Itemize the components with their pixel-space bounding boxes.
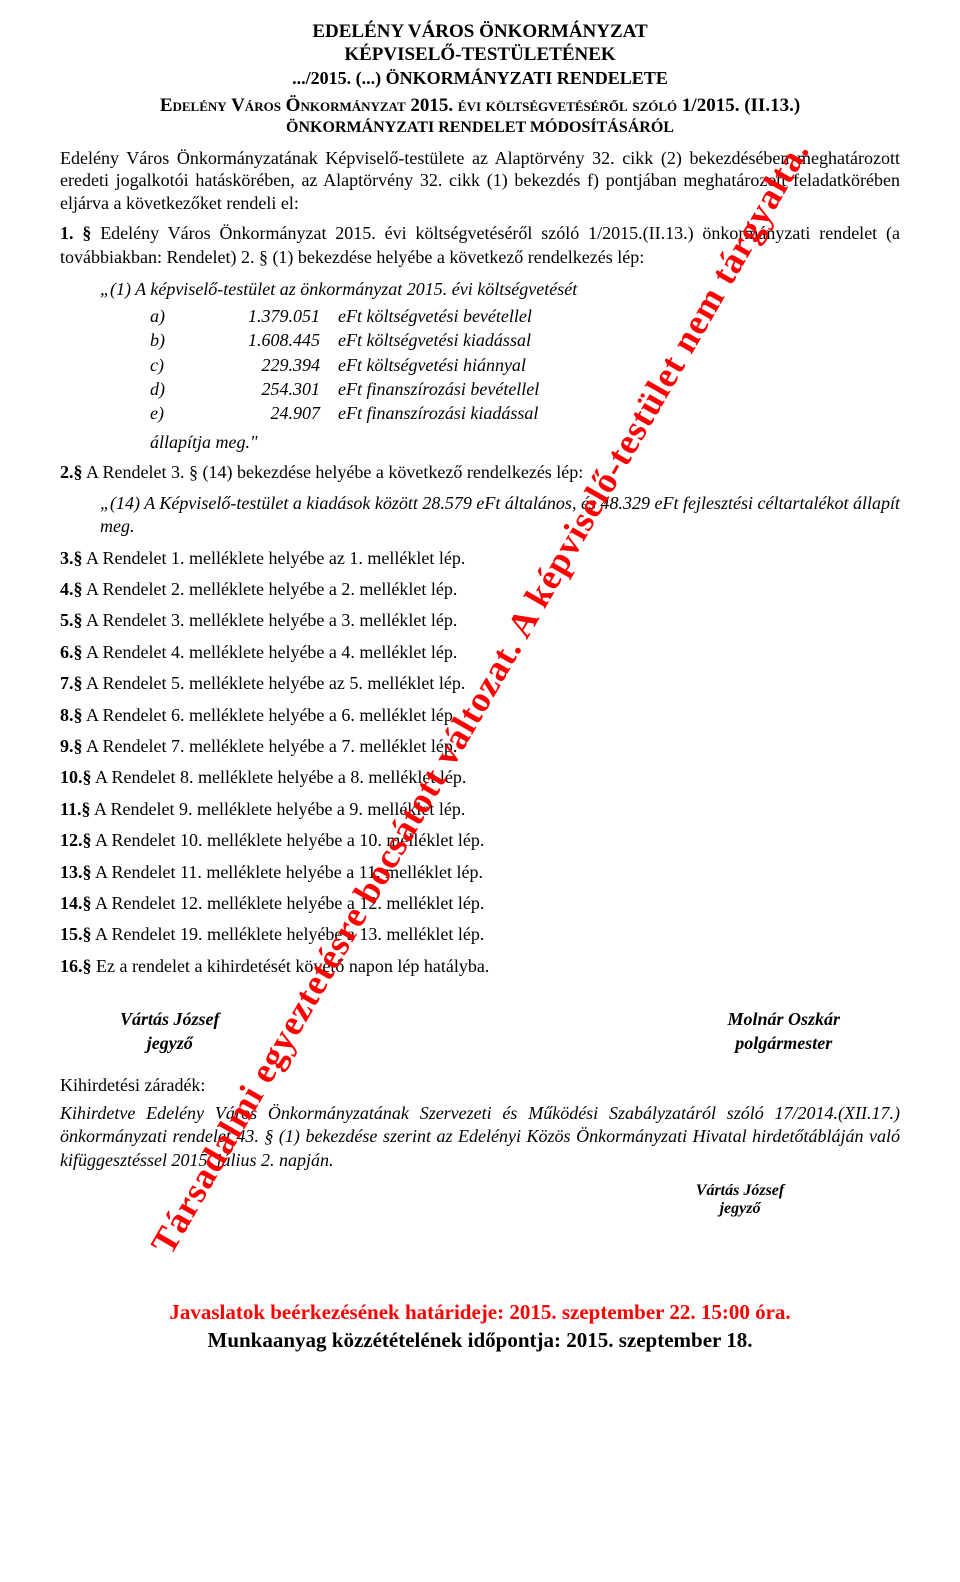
- zaradek-heading: Kihirdetési záradék:: [60, 1075, 900, 1096]
- zaradek-signature: Vártás József jegyző: [60, 1182, 900, 1218]
- signature-row: Vártás József jegyző Molnár Oszkár polgá…: [60, 1008, 900, 1055]
- section-line: 4.§ A Rendelet 2. melléklete helyébe a 2…: [60, 578, 900, 601]
- regulation-subtitle: Edelény Város Önkormányzat 2015. évi köl…: [60, 95, 900, 117]
- budget-row-label: d): [150, 377, 200, 401]
- budget-row-label: b): [150, 328, 200, 352]
- budget-row-amount: 24.907: [200, 401, 338, 425]
- section-line: 11.§ A Rendelet 9. melléklete helyébe a …: [60, 798, 900, 821]
- budget-row-amount: 1.608.445: [200, 328, 338, 352]
- budget-row: e)24.907eFt finanszírozási kiadással: [150, 401, 900, 425]
- section-1-close: állapítja meg.": [150, 432, 900, 453]
- budget-row-amount: 1.379.051: [200, 304, 338, 328]
- budget-row: a)1.379.051eFt költségvetési bevétellel: [150, 304, 900, 328]
- footer-line-2: Munkaanyag közzétételének időpontja: 201…: [60, 1326, 900, 1354]
- signature-left: Vártás József jegyző: [120, 1008, 220, 1055]
- section-line: 13.§ A Rendelet 11. melléklete helyébe a…: [60, 861, 900, 884]
- section-2-lead: 2.§ A Rendelet 3. § (14) bekezdése helyé…: [60, 461, 900, 484]
- section-line: 3.§ A Rendelet 1. melléklete helyébe az …: [60, 547, 900, 570]
- budget-row: c)229.394eFt költségvetési hiánnyal: [150, 353, 900, 377]
- section-line: 7.§ A Rendelet 5. melléklete helyébe az …: [60, 672, 900, 695]
- budget-row-label: a): [150, 304, 200, 328]
- zaradek-body: Kihirdetve Edelény Város Önkormányzatána…: [60, 1102, 900, 1172]
- section-line: 10.§ A Rendelet 8. melléklete helyébe a …: [60, 766, 900, 789]
- budget-row-amount: 229.394: [200, 353, 338, 377]
- budget-row-label: e): [150, 401, 200, 425]
- budget-row-desc: eFt finanszírozási kiadással: [338, 401, 900, 425]
- section-line: 12.§ A Rendelet 10. melléklete helyébe a…: [60, 829, 900, 852]
- section-line: 9.§ A Rendelet 7. melléklete helyébe a 7…: [60, 735, 900, 758]
- signer-name-left: Vártás József: [120, 1008, 220, 1031]
- zaradek-signer-title: jegyző: [660, 1200, 820, 1218]
- budget-row: b)1.608.445eFt költségvetési kiadással: [150, 328, 900, 352]
- footer-line-1: Javaslatok beérkezésének határideje: 201…: [60, 1298, 900, 1326]
- budget-row-desc: eFt költségvetési kiadással: [338, 328, 900, 352]
- signer-title-left: jegyző: [120, 1032, 220, 1055]
- section-1-quote-intro: „(1) A képviselő-testület az önkormányza…: [100, 279, 900, 300]
- zaradek-signer-name: Vártás József: [660, 1182, 820, 1200]
- budget-row-desc: eFt költségvetési hiánnyal: [338, 353, 900, 377]
- budget-row: d)254.301eFt finanszírozási bevétellel: [150, 377, 900, 401]
- document-content: EDELÉNY VÁROS ÖNKORMÁNYZAT KÉPVISELŐ-TES…: [60, 20, 900, 1355]
- footer-block: Javaslatok beérkezésének határideje: 201…: [60, 1298, 900, 1355]
- budget-row-amount: 254.301: [200, 377, 338, 401]
- budget-row-label: c): [150, 353, 200, 377]
- signer-name-right: Molnár Oszkár: [727, 1008, 840, 1031]
- document-page: Társadalmi egyeztetésre bocsátott változ…: [0, 0, 960, 1395]
- budget-row-desc: eFt költségvetési bevétellel: [338, 304, 900, 328]
- section-line: 15.§ A Rendelet 19. melléklete helyébe a…: [60, 923, 900, 946]
- signature-right: Molnár Oszkár polgármester: [727, 1008, 840, 1055]
- section-line: 6.§ A Rendelet 4. melléklete helyébe a 4…: [60, 641, 900, 664]
- signer-title-right: polgármester: [727, 1032, 840, 1055]
- section-1-lead: 1. § 1. § Edelény Város Önkormányzat 201…: [60, 222, 900, 269]
- header-line-1: EDELÉNY VÁROS ÖNKORMÁNYZAT: [60, 20, 900, 44]
- regulation-number: .../2015. (...) ÖNKORMÁNYZATI RENDELETE: [60, 68, 900, 89]
- preamble-text: Edelény Város Önkormányzatának Képviselő…: [60, 147, 900, 215]
- section-2-quote: „(14) A Képviselő-testület a kiadások kö…: [100, 492, 900, 539]
- section-line: 16.§ Ez a rendelet a kihirdetését követő…: [60, 955, 900, 978]
- budget-list: a)1.379.051eFt költségvetési bevétellelb…: [150, 304, 900, 425]
- budget-row-desc: eFt finanszírozási bevétellel: [338, 377, 900, 401]
- section-line: 8.§ A Rendelet 6. melléklete helyébe a 6…: [60, 704, 900, 727]
- section-line: 5.§ A Rendelet 3. melléklete helyébe a 3…: [60, 609, 900, 632]
- section-line: 14.§ A Rendelet 12. melléklete helyébe a…: [60, 892, 900, 915]
- header-line-2: KÉPVISELŐ-TESTÜLETÉNEK: [60, 44, 900, 66]
- modification-line: ÖNKORMÁNYZATI RENDELET MÓDOSÍTÁSÁRÓL: [60, 119, 900, 137]
